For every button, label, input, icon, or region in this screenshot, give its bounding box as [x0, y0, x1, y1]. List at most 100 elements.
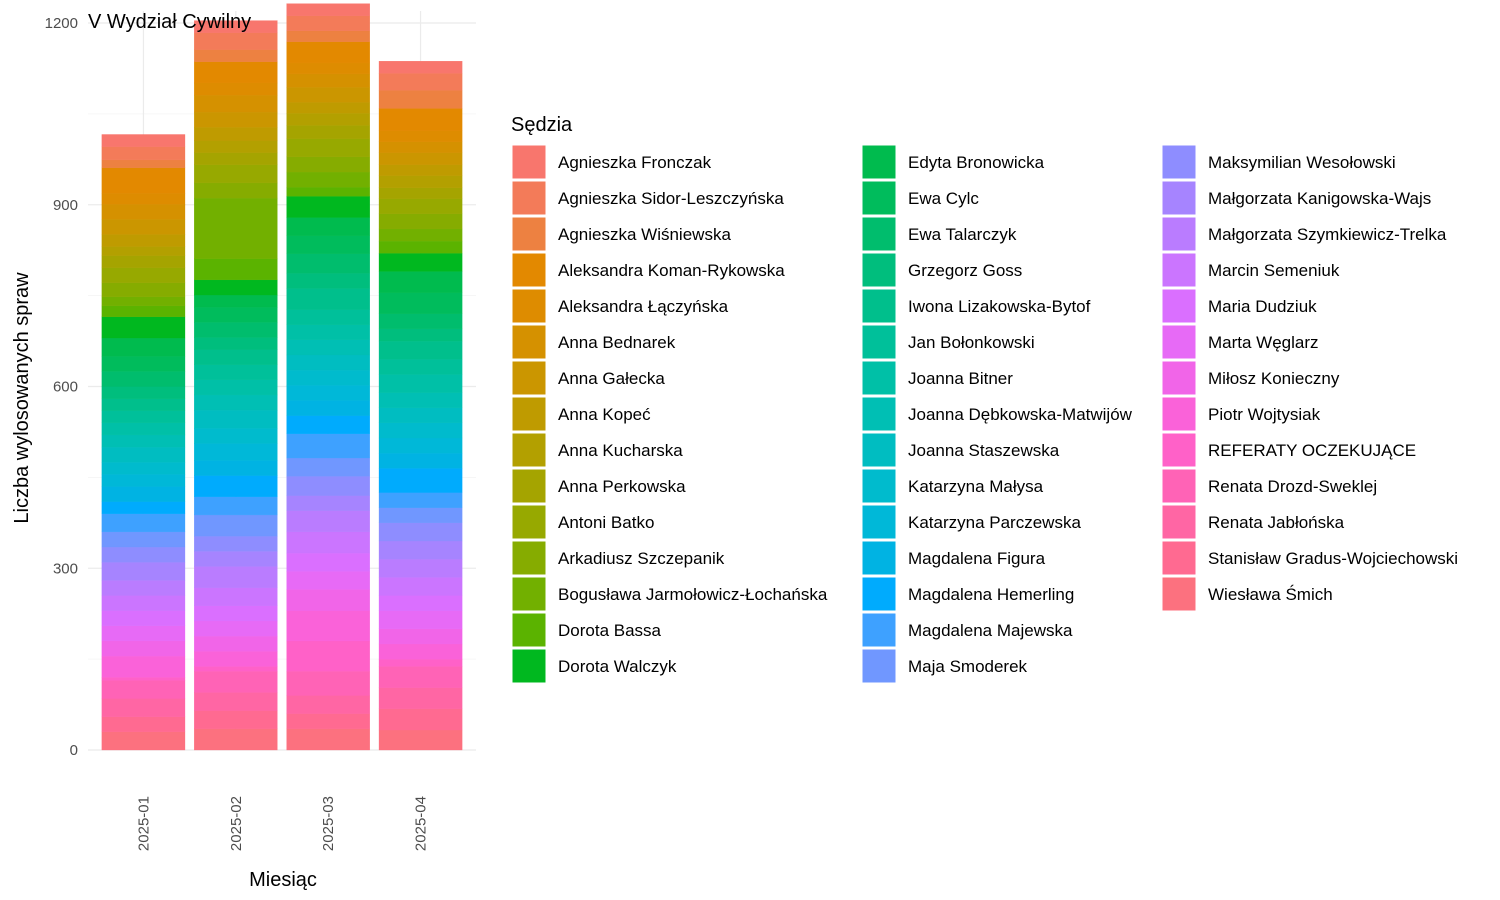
bar-segment [101, 316, 186, 339]
legend-key [511, 180, 547, 216]
legend-label: Bogusława Jarmołowicz-Łochańska [558, 585, 828, 604]
bar-segment [101, 356, 186, 372]
bar-segment [286, 171, 370, 188]
bar-segment [378, 228, 463, 242]
legend-key [861, 288, 897, 324]
bar-segment [378, 577, 463, 596]
bar-segment [194, 32, 278, 50]
bar-segment [194, 605, 278, 622]
legend-key [1161, 396, 1197, 432]
bar-segment [194, 152, 278, 165]
legend-key [1161, 288, 1197, 324]
bar-segment [378, 90, 463, 109]
bar-segment [286, 433, 370, 459]
bar-segment [194, 409, 278, 429]
bar-segment [378, 130, 463, 142]
legend-label: Agnieszka Sidor-Leszczyńska [558, 189, 784, 208]
x-axis-ticks: 2025-01 2025-02 2025-03 2025-04 [135, 796, 429, 851]
bar-segment [286, 695, 370, 714]
bar-segment [378, 540, 463, 560]
legend-key [1161, 432, 1197, 468]
bar-segment [286, 156, 370, 173]
legend-label: Magdalena Hemerling [908, 585, 1074, 604]
bar-segment [378, 407, 463, 423]
bars [101, 3, 463, 751]
legend-label: Anna Gałecka [558, 369, 665, 388]
legend-label: Aleksandra Łączyńska [558, 297, 729, 316]
legend-key [861, 324, 897, 360]
legend-key [861, 468, 897, 504]
bar-segment [194, 587, 278, 606]
y-axis-label: Liczba wylosowanych spraw [11, 272, 33, 524]
legend-key [511, 504, 547, 540]
bar-segment [101, 610, 186, 626]
bar-segment [286, 354, 370, 371]
bar-segment [194, 140, 278, 153]
chart-title: V Wydział Cywilny [88, 11, 251, 33]
bar-segment [101, 167, 186, 194]
x-axis-label: Miesiąc [249, 869, 317, 891]
bar-segment [194, 182, 278, 199]
bar-segment [194, 94, 278, 113]
bar-segment [378, 374, 463, 393]
bar-segment [286, 125, 370, 139]
bar-segment [194, 61, 278, 84]
bar-segment [378, 687, 463, 709]
bar-segment [194, 428, 278, 444]
y-tick-label: 0 [70, 742, 78, 759]
legend-label: Iwona Lizakowska-Bytof [908, 297, 1091, 316]
bar-segment [378, 359, 463, 375]
bar-segment [194, 349, 278, 365]
bar-segment [101, 146, 186, 161]
legend: Agnieszka Fronczak Agnieszka Sidor-Leszcz… [511, 144, 1458, 684]
legend-label: Anna Kucharska [558, 441, 683, 460]
legend-key [511, 396, 547, 432]
bar-segment [286, 102, 370, 114]
bar-segment [378, 141, 463, 153]
legend-label: Marta Węglarz [1208, 333, 1319, 352]
legend-label: Antoni Batko [558, 513, 654, 532]
bar-segment [286, 324, 370, 341]
legend-key [511, 252, 547, 288]
legend-label: Ewa Cylc [908, 189, 979, 208]
bar-segment [194, 566, 278, 588]
bar-segment [286, 15, 370, 32]
legend-title: Sędzia [511, 114, 573, 136]
bar-segment [378, 610, 463, 629]
legend-label: Agnieszka Fronczak [558, 153, 712, 172]
bar-segment [101, 680, 186, 699]
bar-segment [378, 643, 463, 660]
bar-segment [378, 213, 463, 230]
bar-segment [101, 422, 186, 436]
bar-segment [378, 522, 463, 542]
bar-segment [194, 728, 278, 751]
bar-segment [378, 253, 463, 272]
bar-segment [101, 446, 186, 463]
bar-segment [378, 628, 463, 645]
bar-segment [286, 339, 370, 356]
legend-label: Magdalena Majewska [908, 621, 1073, 640]
legend-key [1161, 180, 1197, 216]
bar-segment [286, 41, 370, 64]
bar-segment [378, 658, 463, 667]
bar-segment [194, 443, 278, 461]
bar-segment [101, 486, 186, 502]
bar-segment [378, 313, 463, 330]
bar-segment [378, 292, 463, 314]
bar-segment [286, 235, 370, 254]
bar-segment [194, 666, 278, 672]
bar-segment [101, 219, 186, 235]
legend-label: Dorota Walczyk [558, 657, 677, 676]
bar-segment [101, 562, 186, 581]
bar-segment [101, 531, 186, 548]
bar-segment [378, 164, 463, 176]
bar-segment [194, 258, 278, 281]
bar-segment [286, 640, 370, 672]
bar-segment [101, 580, 186, 596]
bar-segment [101, 410, 186, 424]
bar-segment [101, 625, 186, 642]
bar-segment [286, 589, 370, 611]
bar-segment [194, 671, 278, 693]
bar-segment [286, 187, 370, 197]
x-tick-label: 2025-02 [228, 796, 245, 851]
